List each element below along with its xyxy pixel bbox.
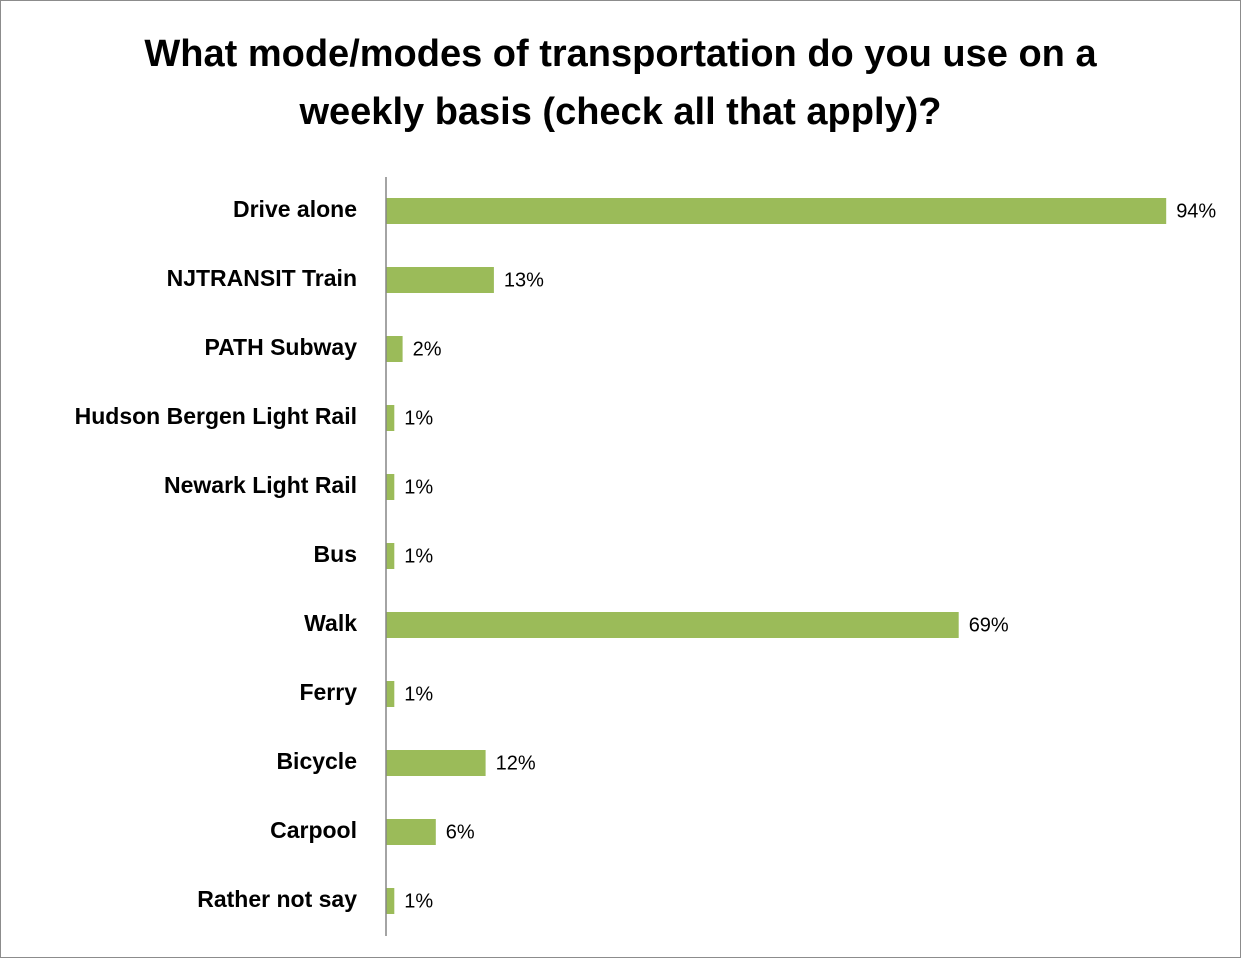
chart-title: What mode/modes of transportation do you… xyxy=(144,33,1097,133)
bar xyxy=(386,336,403,362)
bar xyxy=(386,888,395,914)
value-label: 1% xyxy=(404,890,433,912)
category-label: PATH Subway xyxy=(205,334,358,360)
bar xyxy=(386,198,1167,224)
value-label: 2% xyxy=(413,338,442,360)
bar xyxy=(386,750,486,776)
bar xyxy=(386,681,395,707)
category-label: Bus xyxy=(314,541,357,567)
bar xyxy=(386,819,436,845)
value-label: 1% xyxy=(404,683,433,705)
bar xyxy=(386,543,395,569)
category-label: Drive alone xyxy=(233,196,357,222)
value-label: 13% xyxy=(504,269,544,291)
category-label: Hudson Bergen Light Rail xyxy=(75,403,357,429)
value-label: 12% xyxy=(496,752,536,774)
bar xyxy=(386,474,395,500)
category-label: Ferry xyxy=(299,679,357,705)
category-label: Walk xyxy=(304,610,357,636)
value-label: 1% xyxy=(404,407,433,429)
bar xyxy=(386,405,395,431)
value-label: 69% xyxy=(969,614,1009,636)
value-label: 94% xyxy=(1176,200,1216,222)
value-label: 6% xyxy=(446,821,475,843)
category-label: Newark Light Rail xyxy=(164,472,357,498)
category-label: NJTRANSIT Train xyxy=(167,265,357,291)
bar xyxy=(386,267,494,293)
value-label: 1% xyxy=(404,545,433,567)
category-label: Carpool xyxy=(270,817,357,843)
category-label: Bicycle xyxy=(276,748,357,774)
bar xyxy=(386,612,959,638)
category-label: Rather not say xyxy=(197,886,357,912)
value-label: 1% xyxy=(404,476,433,498)
